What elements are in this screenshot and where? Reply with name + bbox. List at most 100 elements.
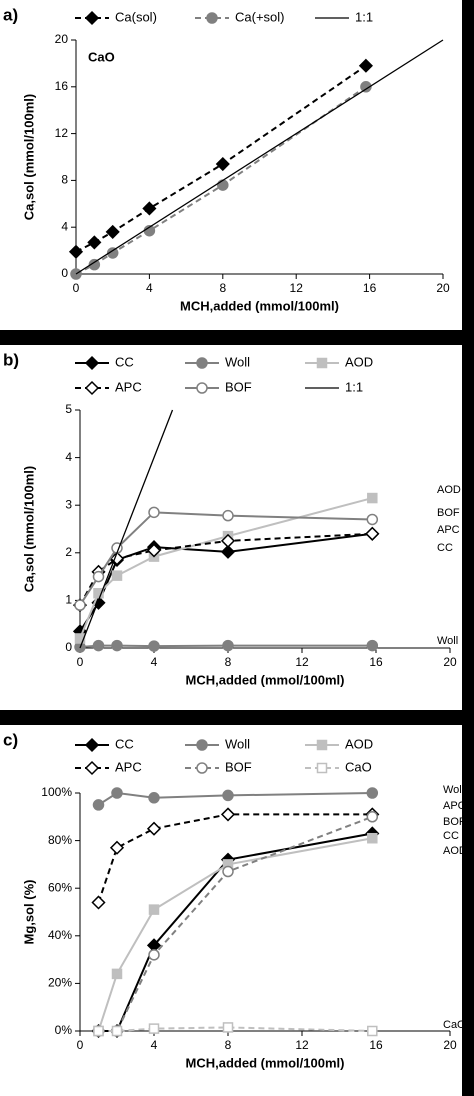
y-axis-label: Mg,sol (%): [21, 880, 36, 945]
y-tick-label: 20: [55, 32, 69, 46]
series-line: [79, 409, 174, 649]
annotation: Woll: [443, 784, 464, 796]
marker: [366, 787, 379, 799]
marker: [84, 355, 100, 371]
x-tick-label: 4: [151, 655, 158, 669]
y-tick-label: 80%: [48, 833, 72, 847]
x-tick-label: 8: [219, 281, 226, 295]
marker: [367, 492, 378, 504]
annotation: APC: [443, 800, 466, 812]
marker: [111, 968, 123, 980]
x-tick-label: 0: [77, 655, 84, 669]
series-line: [79, 497, 373, 639]
y-tick-label: 12: [55, 126, 69, 140]
y-tick-label: 0: [61, 266, 68, 280]
marker: [220, 544, 236, 559]
x-tick-label: 20: [443, 655, 457, 669]
panel-label: b): [3, 350, 19, 369]
legend-label: AOD: [345, 354, 373, 369]
x-tick-label: 20: [443, 1038, 457, 1052]
marker: [111, 570, 123, 581]
marker: [360, 81, 372, 93]
x-tick-label: 8: [225, 655, 232, 669]
marker: [142, 201, 157, 216]
y-tick-label: 1: [65, 593, 72, 607]
marker: [146, 821, 162, 836]
x-tick-label: 12: [295, 1038, 309, 1052]
y-tick-label: 0: [65, 640, 72, 654]
x-tick-label: 0: [73, 281, 80, 295]
marker: [105, 224, 120, 239]
x-axis-label: MCH,added (mmol/100ml): [186, 1055, 345, 1070]
annotation: APC: [437, 524, 460, 536]
marker: [92, 570, 105, 583]
y-tick-label: 5: [65, 402, 72, 416]
annotation: AOD: [443, 845, 467, 857]
panel: [0, 0, 462, 330]
x-tick-label: 16: [363, 281, 377, 295]
marker: [106, 247, 119, 259]
x-tick-label: 0: [77, 1038, 84, 1052]
marker: [148, 640, 160, 652]
marker: [366, 513, 379, 526]
marker: [148, 506, 160, 519]
legend-label: Woll: [225, 354, 250, 369]
y-tick-label: 40%: [48, 928, 72, 942]
marker: [222, 509, 234, 522]
annotation: BOF: [443, 816, 466, 828]
y-tick-label: 3: [65, 497, 72, 511]
marker: [111, 787, 123, 799]
marker: [111, 639, 123, 652]
annotation: CC: [437, 542, 453, 554]
series-line: [75, 85, 367, 275]
marker: [196, 382, 208, 394]
marker: [87, 235, 102, 250]
marker: [88, 258, 101, 271]
legend-label: Ca(+sol): [235, 9, 285, 24]
marker: [74, 633, 86, 644]
legend-label: APC: [115, 759, 142, 774]
x-tick-label: 12: [295, 655, 309, 669]
marker: [93, 1025, 104, 1037]
x-axis-label: MCH,added (mmol/100ml): [186, 672, 345, 687]
marker: [222, 865, 234, 878]
x-tick-label: 16: [369, 1038, 383, 1052]
marker: [92, 799, 105, 811]
x-tick-label: 12: [290, 281, 304, 295]
marker: [92, 639, 105, 652]
marker: [222, 789, 234, 802]
y-tick-label: 16: [55, 79, 69, 93]
annotation: CaO: [88, 49, 115, 64]
marker: [220, 807, 236, 822]
marker: [93, 588, 104, 599]
marker: [84, 737, 100, 753]
marker: [148, 904, 160, 915]
annotation: AOD: [437, 484, 461, 496]
annotation: CC: [443, 830, 459, 842]
marker: [366, 639, 379, 652]
marker: [196, 357, 208, 369]
legend-label: CC: [115, 736, 134, 751]
y-tick-label: 8: [61, 173, 68, 187]
marker: [146, 543, 162, 558]
series-line: [75, 39, 444, 275]
legend-label: Ca(sol): [115, 9, 157, 24]
y-tick-label: 2: [65, 545, 72, 559]
legend-label: AOD: [345, 736, 373, 751]
marker: [316, 762, 328, 774]
marker: [316, 357, 328, 369]
legend-label: CC: [115, 354, 134, 369]
x-axis-label: MCH,added (mmol/100ml): [180, 298, 339, 313]
marker: [366, 811, 379, 823]
y-tick-label: 100%: [41, 785, 72, 799]
x-tick-label: 20: [436, 281, 450, 295]
legend-label: Woll: [225, 736, 250, 751]
legend-label: BOF: [225, 759, 252, 774]
annotation: Woll: [437, 635, 458, 647]
marker: [84, 380, 100, 396]
x-tick-label: 4: [146, 281, 153, 295]
marker: [367, 1025, 378, 1037]
marker: [74, 599, 86, 611]
marker: [222, 1022, 234, 1033]
marker: [196, 739, 208, 751]
